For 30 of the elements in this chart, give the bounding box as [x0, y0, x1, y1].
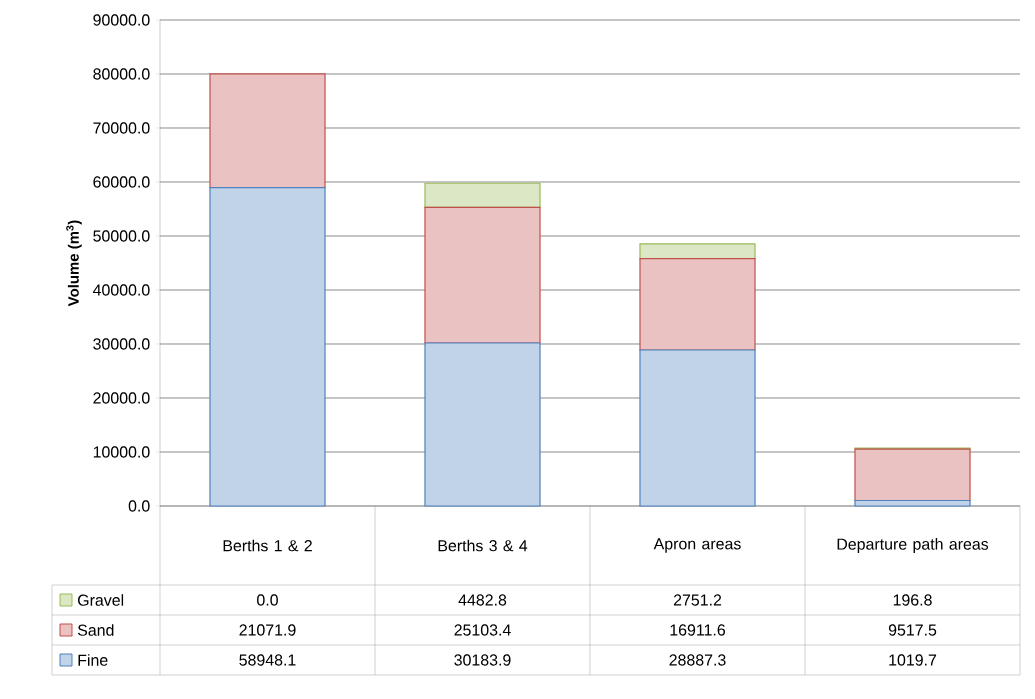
- data-label: 1019.7: [889, 654, 937, 666]
- y-tick-label: 40000.0: [92, 284, 150, 296]
- legend-label: Gravel: [78, 594, 124, 606]
- legend-label: Sand: [77, 624, 114, 636]
- x-tick-label: Berths 3 & 4: [438, 539, 528, 552]
- y-tick-label: 30000.0: [93, 338, 150, 350]
- data-label: 0.0: [257, 594, 278, 606]
- data-label: 25103.4: [454, 624, 511, 636]
- data-label: 196.8: [893, 594, 932, 606]
- data-label: 21071.9: [239, 624, 296, 636]
- data-label: 2751.2: [673, 594, 722, 606]
- y-tick-label: 90000.0: [93, 14, 150, 26]
- y-tick-label: 60000.0: [93, 176, 150, 188]
- x-tick-label: Berths 1 & 2: [223, 539, 312, 552]
- y-axis-title: Volume (m$^{3}$): [66, 220, 82, 307]
- data-label: 30183.9: [454, 654, 511, 666]
- y-tick-label: 80000.0: [93, 68, 150, 80]
- y-tick-label: 10000.0: [93, 446, 150, 458]
- x-tick-label: Apron areas: [653, 538, 741, 553]
- data-label: 4482.8: [458, 594, 507, 606]
- data-label: 16911.6: [670, 624, 726, 636]
- data-label: 58948.1: [239, 654, 296, 666]
- data-label: 28887.3: [669, 654, 726, 666]
- y-tick-label: 50000.0: [93, 230, 150, 242]
- data-label: 9517.5: [888, 624, 937, 636]
- y-tick-label: 70000.0: [93, 122, 150, 134]
- y-tick-label: 0.0: [128, 500, 150, 512]
- legend-label: Fine: [78, 654, 108, 666]
- x-tick-label: Departure path areas: [837, 538, 989, 553]
- y-tick-label: 20000.0: [93, 392, 150, 404]
